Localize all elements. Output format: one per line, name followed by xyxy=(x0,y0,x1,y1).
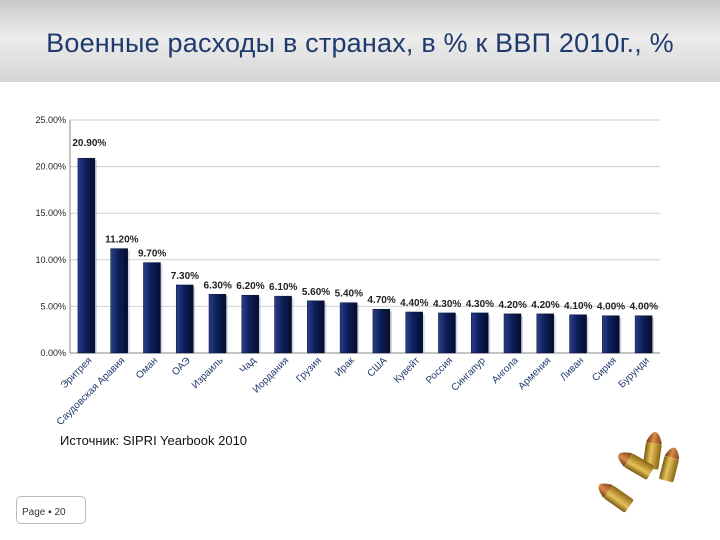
x-tick-label: Ангола xyxy=(490,355,521,386)
x-tick-label: Грузия xyxy=(294,355,324,385)
x-tick-label: Бурунди xyxy=(617,355,652,390)
source-note: Источник: SIPRI Yearbook 2010 xyxy=(60,433,248,448)
data-label: 4.30% xyxy=(433,299,461,310)
data-label: 4.00% xyxy=(597,302,625,313)
data-label: 4.30% xyxy=(466,299,494,310)
bar xyxy=(634,315,653,354)
y-tick-label: 25.00% xyxy=(35,115,66,125)
data-label: 4.10% xyxy=(564,301,592,312)
bar xyxy=(241,294,260,354)
data-label: 11.20% xyxy=(105,235,138,246)
data-label: 6.30% xyxy=(204,280,232,291)
x-tick-label: Россия xyxy=(424,355,455,386)
bar xyxy=(536,313,555,354)
y-tick-label: 5.00% xyxy=(40,301,66,311)
data-label: 7.30% xyxy=(171,271,199,282)
data-label: 20.90% xyxy=(72,138,106,149)
bullets-icon xyxy=(598,432,680,513)
bar xyxy=(438,312,456,354)
data-label: 5.60% xyxy=(302,287,330,298)
data-label: 9.70% xyxy=(138,249,166,260)
data-label: 6.20% xyxy=(236,281,264,292)
bar xyxy=(405,311,423,354)
x-tick-label: Армения xyxy=(516,355,553,392)
title-banner: Военные расходы в странах, в % к ВВП 201… xyxy=(0,0,720,82)
data-label: 4.00% xyxy=(630,302,658,313)
bar xyxy=(372,308,391,354)
x-tick-label: Чад xyxy=(238,355,259,376)
x-tick-label: Иордания xyxy=(251,355,291,395)
page-number: Page ▪ 20 xyxy=(22,507,66,518)
bar xyxy=(274,295,292,354)
bar xyxy=(470,312,489,354)
data-label: 4.40% xyxy=(400,298,428,309)
page-number-frame xyxy=(16,496,86,524)
x-tick-label: Сирия xyxy=(590,355,619,384)
x-tick-label: ОАЭ xyxy=(170,355,193,378)
data-label: 5.40% xyxy=(335,289,363,300)
y-tick-label: 10.00% xyxy=(35,255,66,265)
page-title: Военные расходы в странах, в % к ВВП 201… xyxy=(46,28,674,58)
bar xyxy=(77,157,96,354)
bar xyxy=(503,313,522,354)
x-tick-label: Сингапур xyxy=(450,355,489,394)
y-tick-label: 20.00% xyxy=(35,162,66,172)
bar xyxy=(208,294,227,354)
bar xyxy=(307,300,325,354)
data-label: 4.70% xyxy=(367,295,395,306)
x-tick-label: Израиль xyxy=(190,355,226,391)
x-tick-label: Ирак xyxy=(333,355,357,379)
x-tick-label: Ливан xyxy=(558,355,586,383)
data-label: 4.20% xyxy=(499,300,527,311)
data-label: 4.20% xyxy=(531,300,559,311)
x-tick-label: США xyxy=(365,355,389,379)
x-tick-label: Оман xyxy=(134,355,160,381)
bar xyxy=(175,284,194,354)
x-tick-label: Кувейт xyxy=(392,355,423,386)
bar xyxy=(602,315,620,354)
data-label: 6.10% xyxy=(269,282,297,293)
y-tick-label: 15.00% xyxy=(35,208,66,218)
bar xyxy=(110,248,128,354)
bar xyxy=(339,302,358,354)
bar xyxy=(569,314,587,354)
bar xyxy=(143,262,161,354)
y-tick-label: 0.00% xyxy=(40,348,66,358)
